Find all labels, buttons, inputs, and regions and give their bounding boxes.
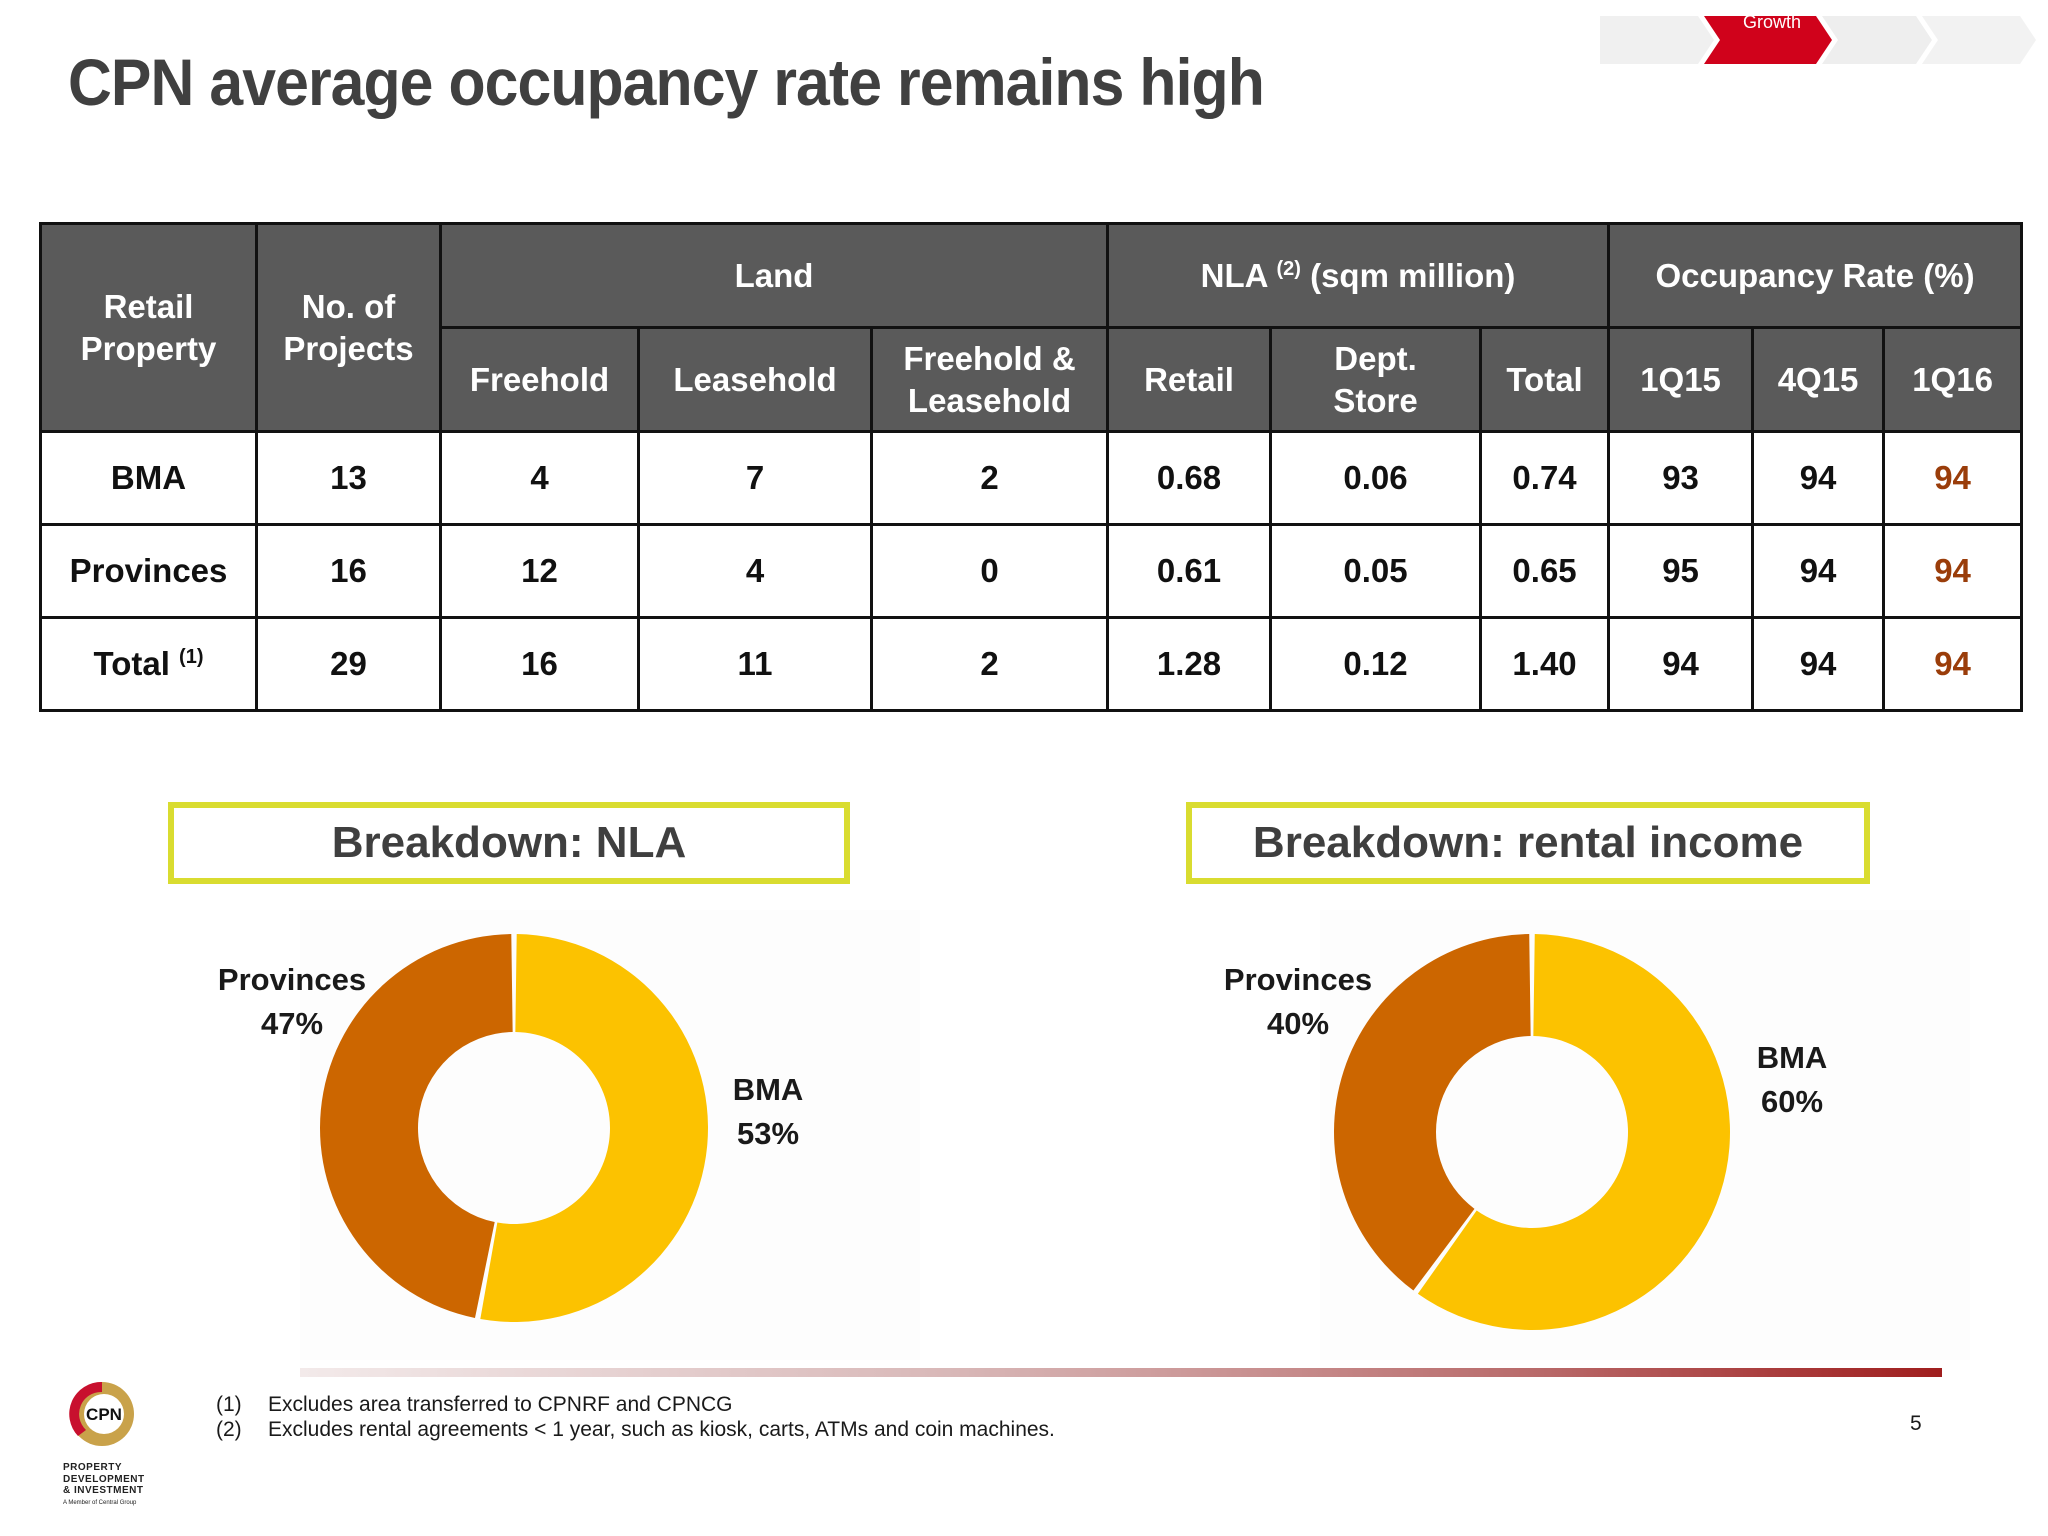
footnote-2: (2) Excludes rental agreements < 1 year, …: [216, 1418, 1055, 1442]
cell-1q15: 93: [1607, 430, 1755, 526]
header-1q15: 1Q15: [1607, 326, 1755, 433]
cell-projects: 13: [255, 430, 442, 526]
cell-freehold: 12: [439, 523, 640, 619]
cell-1q15: 95: [1607, 523, 1755, 619]
logo-mark: CPN: [86, 1405, 122, 1424]
cell-projects: 29: [255, 616, 442, 712]
header-dept-store: Dept. Store: [1269, 326, 1483, 433]
nla-provinces-pct: 47%: [260, 1006, 324, 1042]
footer-divider: [300, 1368, 1942, 1377]
cell-1q16: 94: [1882, 430, 2024, 526]
page-number: 5: [1910, 1412, 1922, 1435]
nla-donut-chart: [320, 934, 708, 1322]
breadcrumb-item-growth[interactable]: Growth: [1742, 12, 1802, 32]
breadcrumb: [1600, 16, 2040, 64]
footnote-1: (1) Excludes area transferred to CPNRF an…: [216, 1393, 733, 1416]
header-land: Land: [438, 222, 1110, 329]
header-nla: NLA (2) (sqm million): [1106, 222, 1611, 329]
header-freehold: Freehold: [439, 326, 640, 433]
cell-retail: 0.68: [1106, 430, 1273, 526]
cell-projects: 16: [255, 523, 442, 619]
cell-4q15: 94: [1751, 430, 1886, 526]
cell-freehold-leasehold: 0: [869, 523, 1110, 619]
header-1q16: 1Q16: [1882, 326, 2024, 433]
header-total: Total: [1479, 326, 1611, 433]
cell-total: 1.40: [1479, 616, 1611, 712]
table-row-bma: BMA 13 4 7 2 0.68 0.06 0.74 93 94 94: [39, 430, 2024, 526]
breadcrumb-step-growth: [1704, 16, 1832, 64]
header-retail: Retail: [1106, 326, 1273, 433]
header-occupancy-rate: Occupancy Rate (%): [1607, 222, 2024, 329]
donut-slice-provinces: [320, 934, 513, 1319]
footnotes: (1) Excludes area transferred to CPNRF an…: [216, 1392, 1055, 1442]
logo-tagline: A Member of Central Group: [63, 1500, 137, 1506]
table-row-total: Total (1) 29 16 11 2 1.28 0.12 1.40 94 9…: [39, 616, 2024, 712]
donut-slice-bma: [480, 934, 708, 1322]
header-4q15: 4Q15: [1751, 326, 1886, 433]
donut-slice-provinces: [1334, 934, 1531, 1291]
cell-freehold: 16: [439, 616, 640, 712]
breakdown-rental-heading: Breakdown: rental income: [1186, 802, 1870, 884]
cell-1q15: 94: [1607, 616, 1755, 712]
cell-leasehold: 7: [637, 430, 873, 526]
cell-dept-store: 0.06: [1269, 430, 1483, 526]
rental-bma-pct: 60%: [1760, 1084, 1824, 1120]
header-leasehold: Leasehold: [637, 326, 873, 433]
rental-provinces-label: Provinces 40%: [1220, 958, 1376, 1046]
breakdown-nla-heading: Breakdown: NLA: [168, 802, 850, 884]
occupancy-table: Retail Property No. of Projects Land NLA (…: [39, 222, 2024, 712]
cell-freehold-leasehold: 2: [869, 430, 1110, 526]
cpn-logo: CPN: [69, 1381, 134, 1446]
cell-name: Provinces: [39, 523, 258, 619]
rental-donut-chart: [1334, 934, 1730, 1330]
cell-name: Total (1): [39, 616, 258, 712]
cell-dept-store: 0.05: [1269, 523, 1483, 619]
cell-retail: 0.61: [1106, 523, 1273, 619]
cell-4q15: 94: [1751, 523, 1886, 619]
cell-total: 0.65: [1479, 523, 1611, 619]
footnote-ref: (1): [179, 646, 204, 668]
page-title: CPN average occupancy rate remains high: [68, 45, 1265, 119]
cell-freehold-leasehold: 2: [869, 616, 1110, 712]
cell-dept-store: 0.12: [1269, 616, 1483, 712]
cell-1q16: 94: [1882, 523, 2024, 619]
cell-leasehold: 4: [637, 523, 873, 619]
header-no-of-projects: No. of Projects: [255, 222, 442, 433]
nla-bma-pct: 53%: [736, 1116, 800, 1152]
donut-slice-bma: [1417, 934, 1730, 1330]
logo-text: PROPERTY DEVELOPMENT & INVESTMENT: [63, 1462, 145, 1496]
header-retail-property: Retail Property: [39, 222, 258, 433]
cell-retail: 1.28: [1106, 616, 1273, 712]
cell-4q15: 94: [1751, 616, 1886, 712]
rental-bma-label: BMA 60%: [1742, 1036, 1842, 1124]
cell-total: 0.74: [1479, 430, 1611, 526]
cell-freehold: 4: [439, 430, 640, 526]
rental-provinces-pct: 40%: [1266, 1006, 1330, 1042]
cell-name: BMA: [39, 430, 258, 526]
cell-leasehold: 11: [637, 616, 873, 712]
nla-bma-label: BMA 53%: [718, 1068, 818, 1156]
cell-1q16: 94: [1882, 616, 2024, 712]
nla-provinces-label: Provinces 47%: [214, 958, 370, 1046]
header-freehold-leasehold: Freehold & Leasehold: [869, 326, 1110, 433]
table-row-provinces: Provinces 16 12 4 0 0.61 0.05 0.65 95 94…: [39, 523, 2024, 619]
